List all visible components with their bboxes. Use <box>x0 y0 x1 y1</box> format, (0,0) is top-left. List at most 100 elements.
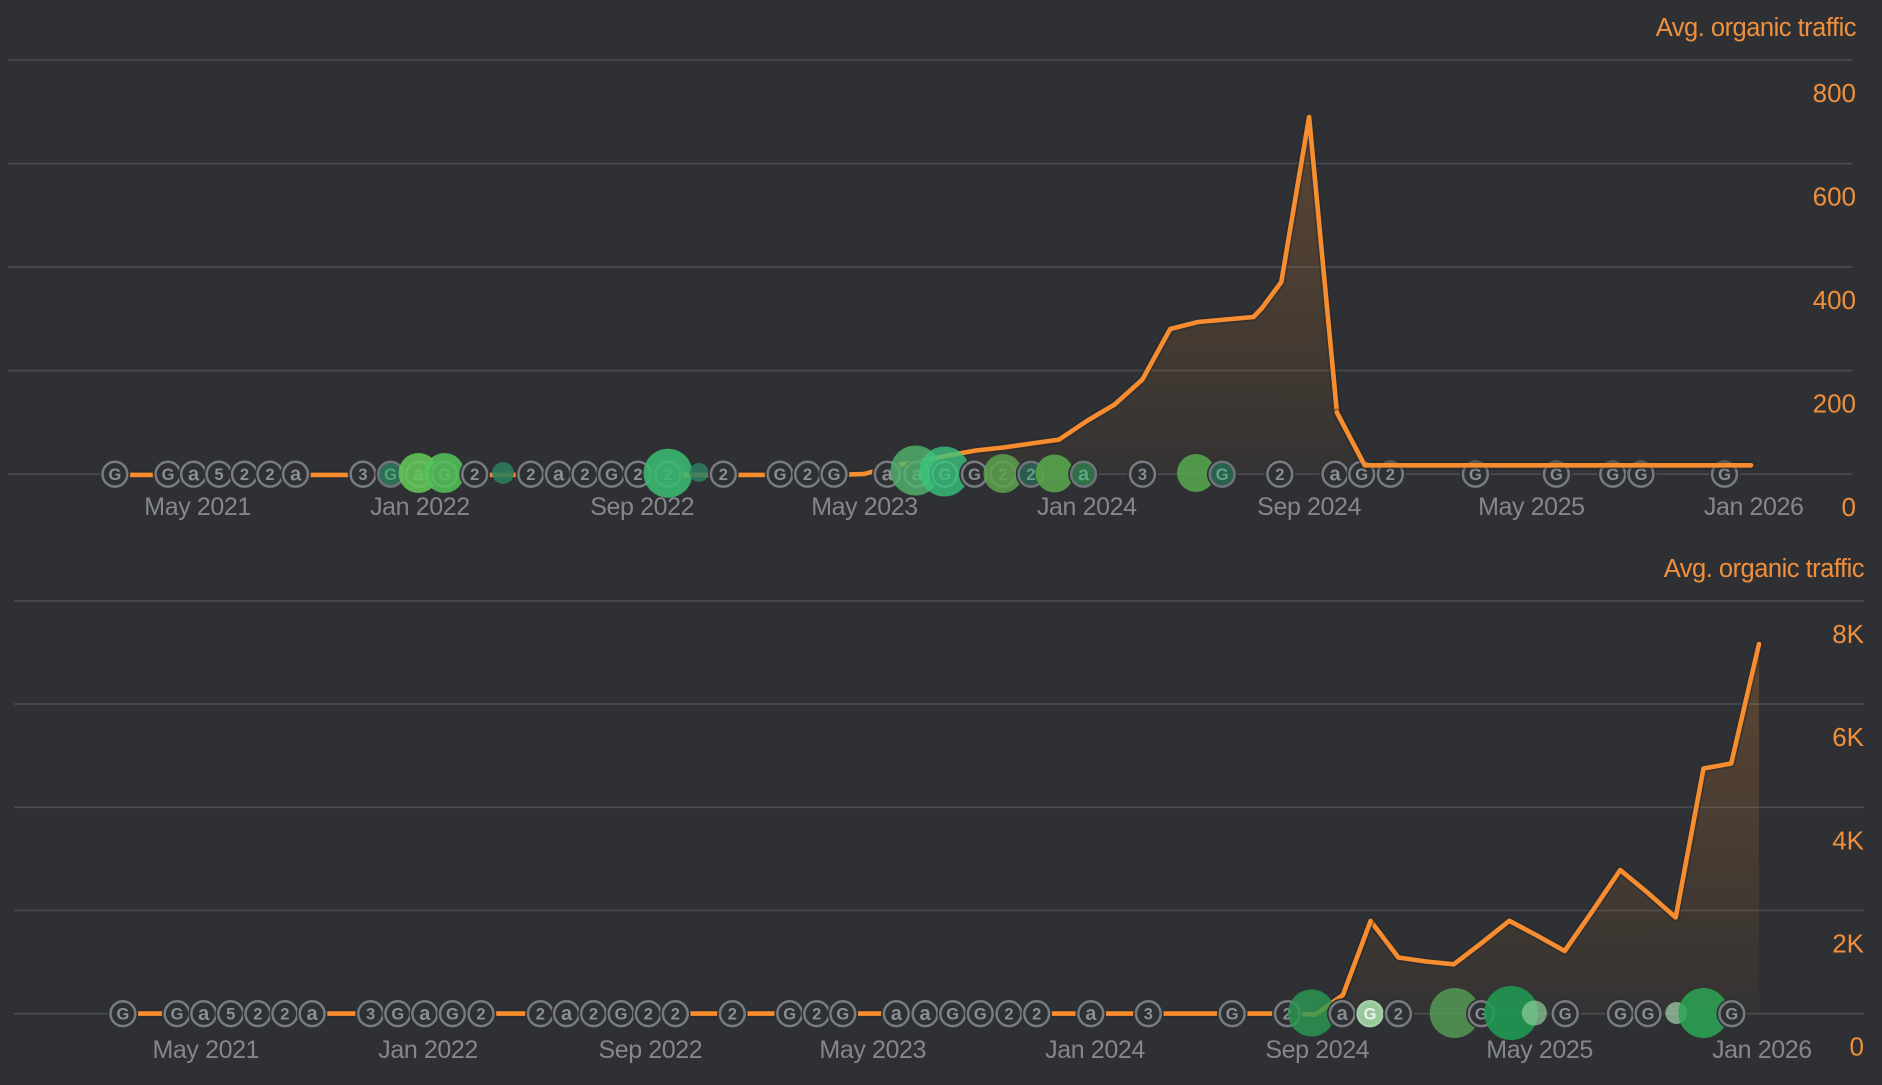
svg-text:2: 2 <box>1032 1006 1041 1024</box>
svg-text:G: G <box>1614 1006 1627 1024</box>
svg-text:a: a <box>419 1003 431 1025</box>
svg-text:a: a <box>920 1003 932 1025</box>
svg-text:May 2023: May 2023 <box>811 493 918 521</box>
svg-text:G: G <box>446 1006 459 1024</box>
svg-text:G: G <box>605 466 618 484</box>
svg-text:2: 2 <box>644 1006 653 1024</box>
svg-text:G: G <box>162 466 175 484</box>
svg-text:G: G <box>615 1006 628 1024</box>
svg-text:G: G <box>1216 466 1229 484</box>
svg-text:Jan 2022: Jan 2022 <box>378 1036 478 1064</box>
svg-text:G: G <box>774 466 787 484</box>
svg-text:400: 400 <box>1813 285 1856 315</box>
svg-text:2: 2 <box>536 1006 545 1024</box>
svg-text:2: 2 <box>1394 1006 1403 1024</box>
svg-text:2: 2 <box>280 1006 289 1024</box>
svg-text:800: 800 <box>1813 78 1856 108</box>
svg-text:a: a <box>307 1003 319 1025</box>
svg-text:0: 0 <box>1842 492 1856 522</box>
svg-text:2: 2 <box>728 1006 737 1024</box>
svg-text:200: 200 <box>1813 389 1856 419</box>
svg-text:a: a <box>553 464 565 486</box>
svg-text:G: G <box>1606 466 1619 484</box>
svg-text:G: G <box>391 1006 404 1024</box>
svg-text:G: G <box>1642 1006 1655 1024</box>
svg-text:0: 0 <box>1850 1032 1864 1062</box>
svg-text:a: a <box>1337 1003 1349 1025</box>
svg-text:May 2021: May 2021 <box>144 493 251 521</box>
svg-text:2: 2 <box>240 466 249 484</box>
svg-text:May 2023: May 2023 <box>819 1036 926 1064</box>
svg-text:G: G <box>946 1006 959 1024</box>
svg-text:2: 2 <box>812 1006 821 1024</box>
svg-text:Sep 2024: Sep 2024 <box>1265 1036 1369 1064</box>
svg-text:4K: 4K <box>1832 825 1864 855</box>
svg-text:2: 2 <box>265 466 274 484</box>
svg-text:a: a <box>290 464 302 486</box>
svg-text:2: 2 <box>580 466 589 484</box>
svg-text:2: 2 <box>1026 466 1035 484</box>
svg-text:Jan 2024: Jan 2024 <box>1045 1036 1145 1064</box>
svg-text:3: 3 <box>1138 466 1147 484</box>
svg-text:2: 2 <box>589 1006 598 1024</box>
svg-text:G: G <box>1559 1006 1572 1024</box>
svg-text:May 2025: May 2025 <box>1486 1036 1593 1064</box>
svg-text:G: G <box>1364 1006 1377 1024</box>
svg-text:2: 2 <box>633 466 642 484</box>
svg-text:May 2021: May 2021 <box>153 1036 260 1064</box>
svg-text:Sep 2022: Sep 2022 <box>598 1036 702 1064</box>
svg-text:2: 2 <box>719 466 728 484</box>
svg-text:G: G <box>968 466 981 484</box>
svg-text:2: 2 <box>526 466 535 484</box>
svg-text:G: G <box>1550 466 1563 484</box>
svg-text:2: 2 <box>476 1006 485 1024</box>
svg-text:2: 2 <box>1275 466 1284 484</box>
svg-text:3: 3 <box>358 466 367 484</box>
svg-text:2: 2 <box>1386 466 1395 484</box>
svg-text:G: G <box>1718 466 1731 484</box>
svg-text:2: 2 <box>803 466 812 484</box>
svg-text:G: G <box>108 466 121 484</box>
svg-text:a: a <box>188 464 200 486</box>
svg-text:3: 3 <box>1144 1006 1153 1024</box>
svg-text:G: G <box>384 466 397 484</box>
svg-text:a: a <box>561 1003 573 1025</box>
svg-text:Jan 2026: Jan 2026 <box>1704 493 1804 521</box>
svg-text:G: G <box>1725 1006 1738 1024</box>
svg-text:6K: 6K <box>1832 722 1864 752</box>
svg-text:G: G <box>1226 1006 1239 1024</box>
svg-text:2: 2 <box>1283 1006 1292 1024</box>
svg-text:Sep 2022: Sep 2022 <box>590 493 694 521</box>
svg-text:3: 3 <box>366 1006 375 1024</box>
svg-text:G: G <box>1469 466 1482 484</box>
svg-text:G: G <box>116 1006 129 1024</box>
svg-text:G: G <box>1355 466 1368 484</box>
svg-text:Avg. organic traffic: Avg. organic traffic <box>1664 555 1865 583</box>
svg-text:600: 600 <box>1813 182 1856 212</box>
svg-text:Jan 2022: Jan 2022 <box>370 493 470 521</box>
svg-text:Jan 2024: Jan 2024 <box>1037 493 1137 521</box>
svg-text:5: 5 <box>214 466 223 484</box>
svg-text:2: 2 <box>253 1006 262 1024</box>
svg-text:G: G <box>171 1006 184 1024</box>
svg-text:a: a <box>1085 1003 1097 1025</box>
svg-text:Jan 2026: Jan 2026 <box>1712 1036 1812 1064</box>
svg-text:a: a <box>198 1003 210 1025</box>
svg-text:8K: 8K <box>1832 619 1864 649</box>
svg-text:G: G <box>1635 466 1648 484</box>
svg-text:G: G <box>836 1006 849 1024</box>
svg-text:G: G <box>974 1006 987 1024</box>
svg-text:a: a <box>1329 464 1341 486</box>
svg-text:2: 2 <box>1004 1006 1013 1024</box>
svg-text:G: G <box>783 1006 796 1024</box>
svg-text:5: 5 <box>226 1006 235 1024</box>
svg-text:a: a <box>1078 464 1090 486</box>
svg-text:2: 2 <box>470 466 479 484</box>
svg-text:G: G <box>828 466 841 484</box>
svg-text:2K: 2K <box>1832 929 1864 959</box>
svg-text:May 2025: May 2025 <box>1478 493 1585 521</box>
svg-text:Avg. organic traffic: Avg. organic traffic <box>1656 14 1857 42</box>
svg-text:Sep 2024: Sep 2024 <box>1257 493 1361 521</box>
svg-text:a: a <box>891 1003 903 1025</box>
svg-text:2: 2 <box>671 1006 680 1024</box>
